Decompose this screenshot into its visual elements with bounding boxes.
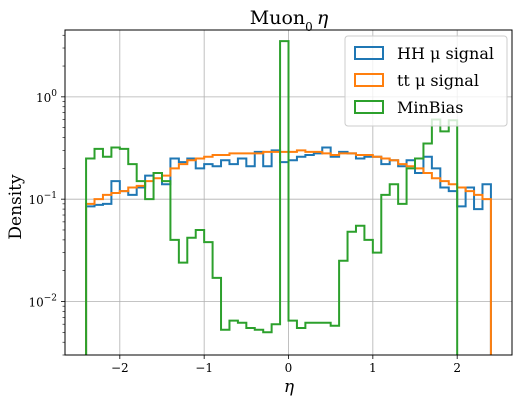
legend-box: [344, 35, 508, 127]
series-layer: [85, 40, 492, 355]
legend-label: HH μ signal: [397, 44, 494, 63]
legend-swatch: [354, 46, 384, 60]
x-tick-label: 1: [369, 361, 377, 375]
series-minbias-line: [85, 40, 459, 355]
y-tick-label: 100: [36, 89, 57, 105]
x-tick-label: 0: [285, 361, 293, 375]
legend: HH μ signal tt μ signal MinBias: [344, 35, 508, 127]
legend-label: tt μ signal: [397, 71, 479, 90]
x-tick-label: −1: [195, 361, 213, 375]
y-tick-label: 10−2: [28, 293, 57, 309]
y-tick-label: 10−1: [28, 191, 57, 207]
y-axis-title: Density: [6, 174, 26, 240]
legend-label: MinBias: [397, 98, 463, 117]
x-tick-label: −2: [111, 361, 129, 375]
legend-swatch: [354, 100, 384, 114]
chart-title: Muon0 η: [250, 7, 329, 34]
ticks: −2 −1 0 1 2 10−2 10−1 100: [28, 34, 461, 375]
x-axis-title: η: [284, 377, 295, 397]
x-tick-label: 2: [453, 361, 461, 375]
legend-swatch: [354, 73, 384, 87]
